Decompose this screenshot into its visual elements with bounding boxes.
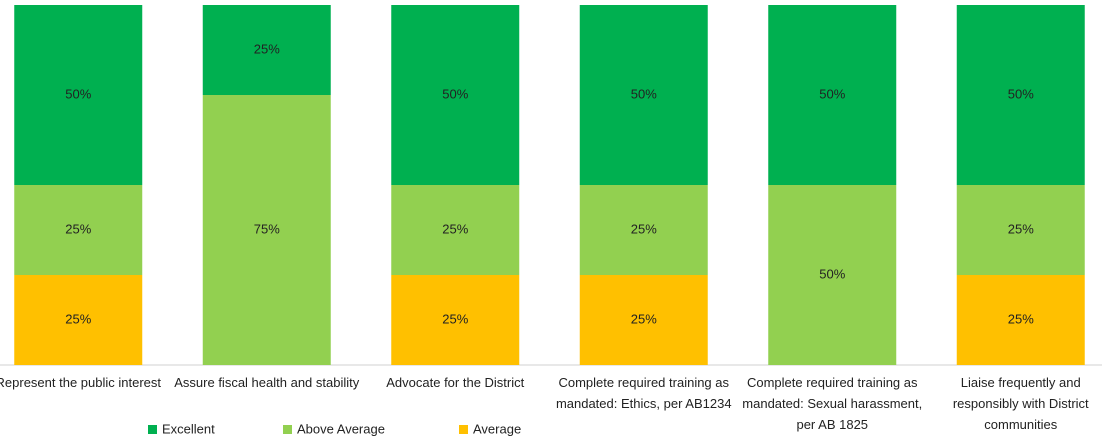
x-tick-label: Liaise frequently and responsibly with Di… bbox=[953, 375, 1089, 432]
x-tick-label: Represent the public interest bbox=[0, 375, 161, 390]
legend-label: Excellent bbox=[162, 421, 215, 436]
x-tick-label: Complete required training as mandated: E… bbox=[556, 375, 732, 411]
bar-segment bbox=[391, 185, 520, 275]
legend-swatch bbox=[283, 425, 292, 434]
data-label: 25% bbox=[631, 311, 657, 326]
bar-segment bbox=[579, 275, 708, 365]
data-label: 50% bbox=[1008, 86, 1034, 101]
bar-segment bbox=[202, 5, 331, 95]
bar-segment bbox=[956, 5, 1085, 185]
data-label: 50% bbox=[819, 266, 845, 281]
data-label: 25% bbox=[65, 311, 91, 326]
bar-segment bbox=[391, 275, 520, 365]
bar-segment bbox=[768, 5, 897, 185]
x-tick-label: Complete required training as mandated: S… bbox=[742, 375, 922, 432]
legend-swatch bbox=[148, 425, 157, 434]
bar-segment bbox=[956, 185, 1085, 275]
data-label: 25% bbox=[1008, 311, 1034, 326]
legend-label: Average bbox=[473, 421, 521, 436]
legend-swatch bbox=[459, 425, 468, 434]
data-label: 25% bbox=[442, 311, 468, 326]
data-label: 50% bbox=[442, 86, 468, 101]
bar-segment bbox=[579, 5, 708, 185]
data-label: 50% bbox=[65, 86, 91, 101]
bar-segment bbox=[768, 185, 897, 365]
legend-label: Above Average bbox=[297, 421, 385, 436]
data-label: 25% bbox=[254, 41, 280, 56]
data-label: 75% bbox=[254, 221, 280, 236]
bar-segment bbox=[14, 275, 143, 365]
data-label: 25% bbox=[1008, 221, 1034, 236]
x-tick-label: Advocate for the District bbox=[386, 375, 524, 390]
bar-segment bbox=[202, 95, 331, 365]
data-label: 50% bbox=[631, 86, 657, 101]
x-tick-label: Assure fiscal health and stability bbox=[174, 375, 359, 390]
data-label: 50% bbox=[819, 86, 845, 101]
data-label: 25% bbox=[631, 221, 657, 236]
bar-segment bbox=[391, 5, 520, 185]
bar-segment bbox=[14, 185, 143, 275]
bar-segment bbox=[956, 275, 1085, 365]
data-label: 25% bbox=[442, 221, 468, 236]
data-label: 25% bbox=[65, 221, 91, 236]
bar-segment bbox=[579, 185, 708, 275]
bar-segment bbox=[14, 5, 143, 185]
